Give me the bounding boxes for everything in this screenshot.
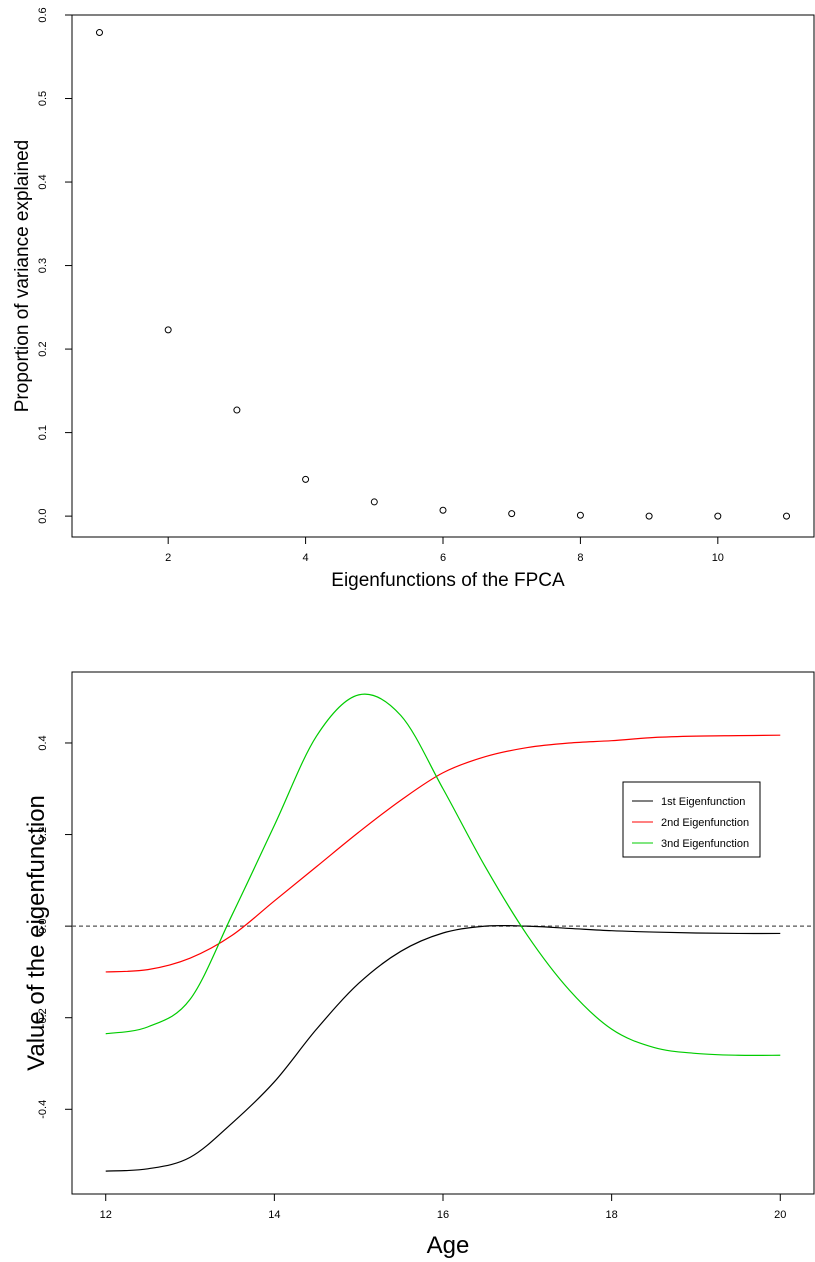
- x-axis-title-top: Eigenfunctions of the FPCA: [331, 570, 565, 591]
- scatter-point: [439, 506, 447, 514]
- top-y-tick-label: 0.2: [37, 341, 49, 356]
- top-y-tick-label: 0.5: [37, 91, 49, 106]
- top-x-tick-label: 8: [577, 552, 583, 564]
- top-x-tick-label: 10: [712, 552, 724, 564]
- scatter-point: [164, 326, 172, 334]
- scatter-point: [370, 498, 378, 506]
- scatter-point: [508, 510, 516, 518]
- legend: 1st Eigenfunction 2nd Eigenfunction 3nd …: [622, 781, 761, 858]
- bottom-y-tick-label: 0.4: [37, 735, 49, 750]
- legend-label-2: 2nd Eigenfunction: [661, 817, 749, 829]
- scatter-point: [576, 511, 584, 519]
- top-y-tick-label: 0.0: [37, 508, 49, 523]
- scatter-points: [95, 29, 791, 520]
- series-line-3: [105, 693, 781, 1056]
- x-axis-top: 2 4 6 8 10: [165, 537, 724, 564]
- eigenfunction-plot: 12 14 16 18 20 -0.4 -0.2 0.0 0.2 0.4 1st Eigenfu…: [23, 671, 815, 1259]
- scatter-point: [302, 475, 310, 483]
- bottom-y-tick-label: 0.2: [37, 827, 49, 842]
- top-x-tick-label: 6: [440, 552, 446, 564]
- top-x-tick-label: 4: [303, 552, 309, 564]
- scatter-point: [714, 512, 722, 520]
- legend-box: [622, 781, 761, 858]
- series-line-2: [105, 734, 781, 973]
- bottom-x-tick-label: 16: [437, 1209, 449, 1221]
- x-axis-title-bottom: Age: [427, 1232, 470, 1259]
- scatter-point: [95, 29, 103, 37]
- bottom-y-tick-label: 0.0: [37, 918, 49, 933]
- eigenfunction-lines: [105, 693, 781, 1172]
- bottom-x-tick-label: 12: [100, 1209, 112, 1221]
- x-axis-bottom: 12 14 16 18 20: [100, 1194, 786, 1221]
- bottom-x-tick-label: 20: [774, 1209, 786, 1221]
- bottom-x-tick-label: 14: [268, 1209, 280, 1221]
- scree-plot: 2 4 6 8 10 0.0 0.1 0.2 0.3 0.4 0.5 0.6 Eigenfuncti…: [12, 7, 815, 591]
- top-x-tick-label: 2: [165, 552, 171, 564]
- scatter-point: [645, 512, 653, 520]
- y-axis-title-top: Proportion of variance explained: [12, 140, 33, 413]
- top-y-tick-label: 0.1: [37, 425, 49, 440]
- scatter-point: [233, 406, 241, 414]
- y-axis-top: 0.0 0.1 0.2 0.3 0.4 0.5 0.6: [37, 7, 72, 524]
- bottom-y-tick-label: -0.4: [37, 1100, 49, 1119]
- legend-label-3: 3nd Eigenfunction: [661, 838, 749, 850]
- legend-label-1: 1st Eigenfunction: [661, 796, 745, 808]
- top-y-tick-label: 0.6: [37, 7, 49, 22]
- bottom-x-tick-label: 18: [606, 1209, 618, 1221]
- series-line-1: [105, 924, 781, 1172]
- top-y-tick-label: 0.4: [37, 174, 49, 189]
- y-axis-title-bottom: Value of the eigenfunction: [23, 795, 50, 1071]
- plot-frame-top: [71, 14, 815, 538]
- top-y-tick-label: 0.3: [37, 258, 49, 273]
- y-axis-bottom: -0.4 -0.2 0.0 0.2 0.4: [37, 735, 72, 1119]
- bottom-y-tick-label: -0.2: [37, 1008, 49, 1027]
- scatter-point: [783, 512, 791, 520]
